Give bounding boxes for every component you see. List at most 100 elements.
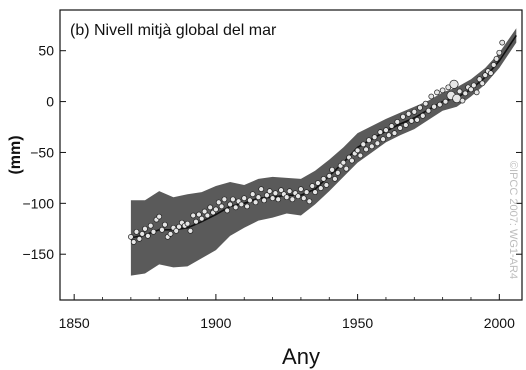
data-point bbox=[377, 129, 384, 135]
data-point bbox=[298, 186, 304, 192]
data-point bbox=[496, 49, 503, 56]
data-point bbox=[255, 194, 262, 201]
data-point bbox=[388, 123, 395, 129]
data-point bbox=[323, 182, 330, 188]
data-point bbox=[400, 113, 406, 120]
data-point bbox=[309, 183, 316, 189]
data-point bbox=[417, 104, 423, 111]
data-point bbox=[213, 206, 219, 213]
data-point bbox=[201, 208, 208, 215]
y-axis-label: (mm) bbox=[7, 135, 24, 174]
data-point bbox=[380, 136, 386, 143]
data-point bbox=[383, 127, 389, 133]
data-point bbox=[130, 239, 137, 245]
data-point bbox=[221, 196, 228, 203]
data-point bbox=[414, 117, 420, 123]
data-point bbox=[190, 212, 197, 219]
data-point bbox=[366, 137, 372, 144]
data-point bbox=[133, 228, 140, 235]
uncertainty-band-layer bbox=[130, 28, 517, 276]
x-tick-label: 2000 bbox=[484, 315, 515, 331]
data-point bbox=[128, 234, 134, 240]
chart-title: (b) Nivell mitjà global del mar bbox=[70, 22, 277, 39]
data-point bbox=[247, 197, 253, 204]
data-point bbox=[326, 173, 333, 179]
ticks-layer: 1850 1900 1950 2000 −150 −100 −50 0 50 bbox=[22, 43, 522, 331]
y-tick-label: −150 bbox=[22, 246, 54, 262]
data-point bbox=[476, 76, 483, 83]
data-point bbox=[459, 97, 466, 104]
data-point bbox=[261, 197, 267, 204]
data-point bbox=[405, 110, 412, 117]
data-point bbox=[156, 213, 163, 220]
data-point bbox=[422, 100, 429, 107]
data-point bbox=[385, 132, 392, 139]
data-point bbox=[278, 187, 284, 193]
data-point bbox=[269, 195, 276, 202]
data-point bbox=[176, 223, 182, 230]
data-point bbox=[419, 112, 426, 119]
data-point bbox=[408, 118, 415, 124]
data-point bbox=[391, 130, 398, 136]
data-point bbox=[207, 204, 214, 211]
data-point bbox=[354, 147, 361, 154]
data-point bbox=[227, 201, 233, 208]
data-points-layer bbox=[128, 39, 506, 245]
data-point bbox=[187, 227, 194, 234]
data-point bbox=[368, 143, 375, 150]
data-point bbox=[334, 169, 341, 176]
data-point bbox=[340, 159, 347, 166]
data-point bbox=[374, 140, 381, 147]
data-point bbox=[136, 236, 143, 242]
data-point bbox=[266, 188, 273, 194]
x-axis-label: Any bbox=[282, 344, 320, 369]
data-point bbox=[462, 90, 469, 97]
data-point bbox=[452, 93, 462, 104]
data-point bbox=[349, 157, 355, 164]
data-point bbox=[215, 199, 222, 206]
data-point bbox=[193, 218, 199, 225]
data-point bbox=[238, 201, 245, 208]
data-point bbox=[142, 225, 148, 232]
data-point bbox=[456, 88, 463, 95]
data-point bbox=[320, 176, 327, 182]
data-point bbox=[232, 204, 239, 211]
data-point bbox=[198, 215, 205, 222]
y-tick-label: −50 bbox=[30, 144, 54, 160]
data-point bbox=[147, 222, 154, 229]
data-point bbox=[493, 55, 500, 62]
y-tick-label: 50 bbox=[38, 43, 54, 59]
data-point bbox=[295, 193, 301, 200]
data-point bbox=[442, 98, 449, 105]
data-point bbox=[315, 180, 321, 186]
data-point bbox=[329, 166, 335, 173]
data-point bbox=[434, 89, 440, 96]
data-point bbox=[241, 195, 248, 202]
data-point bbox=[218, 203, 225, 210]
data-point bbox=[411, 108, 418, 115]
data-point bbox=[312, 189, 318, 195]
data-point bbox=[357, 152, 364, 159]
x-tick-label: 1850 bbox=[59, 315, 90, 331]
data-point bbox=[332, 176, 338, 182]
data-point bbox=[173, 227, 180, 234]
data-point bbox=[468, 86, 474, 93]
data-point bbox=[428, 93, 435, 100]
data-point bbox=[449, 79, 459, 89]
uncertainty-band bbox=[130, 28, 517, 276]
data-point bbox=[162, 221, 168, 228]
data-point bbox=[272, 190, 279, 197]
y-tick-label: 0 bbox=[46, 94, 54, 110]
data-point bbox=[249, 191, 256, 198]
data-point bbox=[425, 107, 432, 114]
x-tick-label: 1950 bbox=[342, 315, 373, 331]
data-point bbox=[145, 233, 151, 239]
data-point bbox=[159, 226, 165, 233]
data-point bbox=[167, 231, 174, 237]
data-point bbox=[275, 196, 282, 203]
data-point bbox=[289, 196, 296, 203]
data-point bbox=[482, 72, 489, 78]
x-tick-label: 1900 bbox=[200, 315, 231, 331]
data-point bbox=[224, 207, 231, 214]
data-point bbox=[473, 89, 480, 96]
